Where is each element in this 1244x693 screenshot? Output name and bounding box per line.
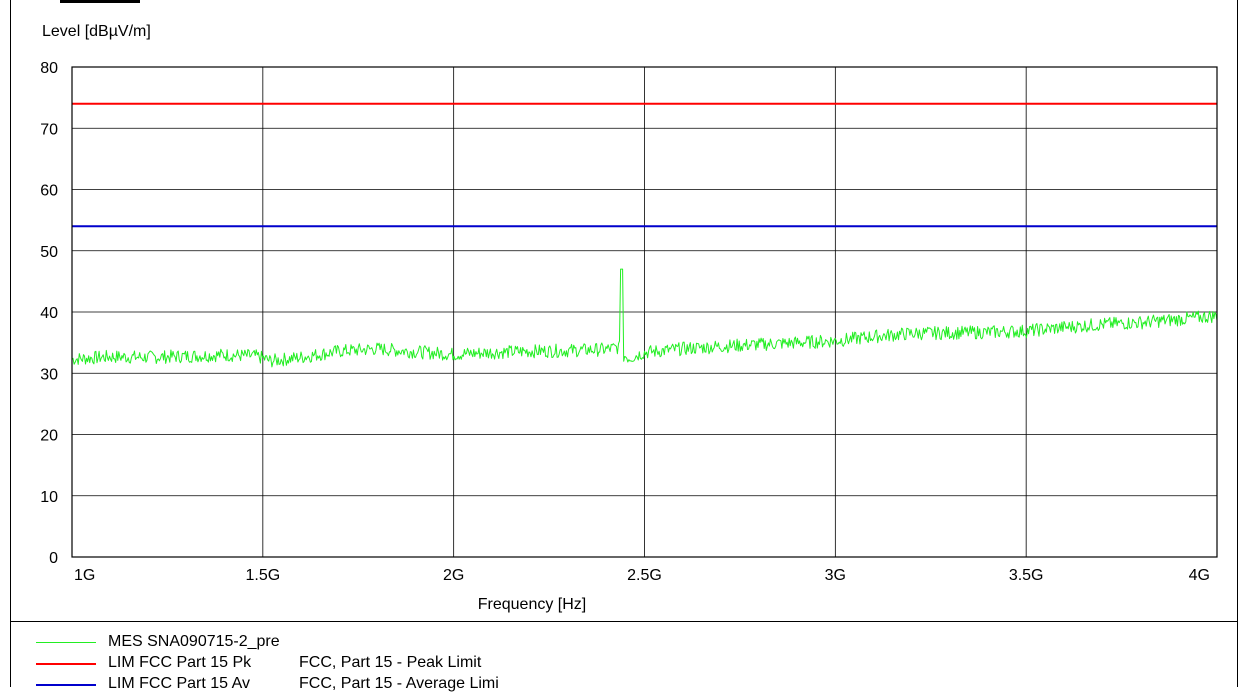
x-tick-label: 1.5G (245, 567, 280, 584)
x-tick-label: 2G (443, 567, 464, 584)
y-tick-label: 30 (40, 366, 58, 383)
legend-code: LIM FCC Part 15 Pk (108, 654, 252, 671)
plot-frame (10, 0, 1238, 687)
legend-separator (10, 621, 1238, 622)
y-tick-label: 0 (49, 550, 58, 567)
y-tick-label: 60 (40, 183, 58, 200)
x-tick-label: 4G (1189, 567, 1210, 584)
legend-desc: FCC, Part 15 - Peak Limit (299, 654, 482, 671)
y-tick-label: 80 (40, 60, 58, 77)
y-tick-labels: 0 10 20 30 40 50 60 70 80 (40, 60, 58, 567)
y-tick-label: 10 (40, 489, 58, 506)
series-layer (71, 102, 1218, 368)
cropped-header-fragment (60, 0, 140, 3)
emission-chart: 0 10 20 30 40 50 60 70 80 1G 1.5G 2G 2.5G 3G 3.5G 4G L… (40, 23, 1218, 613)
legend-code: LIM FCC Part 15 Av (108, 675, 250, 692)
x-tick-label: 3.5G (1009, 567, 1044, 584)
measurement-trace (71, 268, 1218, 368)
legend-swatch-average-limit (36, 684, 96, 686)
x-tick-labels: 1G 1.5G 2G 2.5G 3G 3.5G 4G (74, 567, 1210, 584)
legend-swatch-measurement (36, 642, 96, 643)
x-tick-label: 1G (74, 567, 95, 584)
y-tick-label: 50 (40, 244, 58, 261)
y-tick-label: 40 (40, 305, 58, 322)
y-tick-label: 70 (40, 121, 58, 138)
grid (72, 67, 1217, 557)
legend-code: MES SNA090715-2_pre (108, 633, 280, 650)
x-tick-label: 3G (825, 567, 846, 584)
plot-area-border (71, 66, 1218, 558)
y-axis-label: Level [dBµV/m] (42, 23, 151, 40)
legend-swatch-peak-limit (36, 663, 96, 665)
legend-desc: FCC, Part 15 - Average Limi (299, 675, 499, 692)
y-tick-label: 20 (40, 428, 58, 445)
x-tick-label: 2.5G (627, 567, 662, 584)
x-axis-label: Frequency [Hz] (478, 596, 586, 613)
